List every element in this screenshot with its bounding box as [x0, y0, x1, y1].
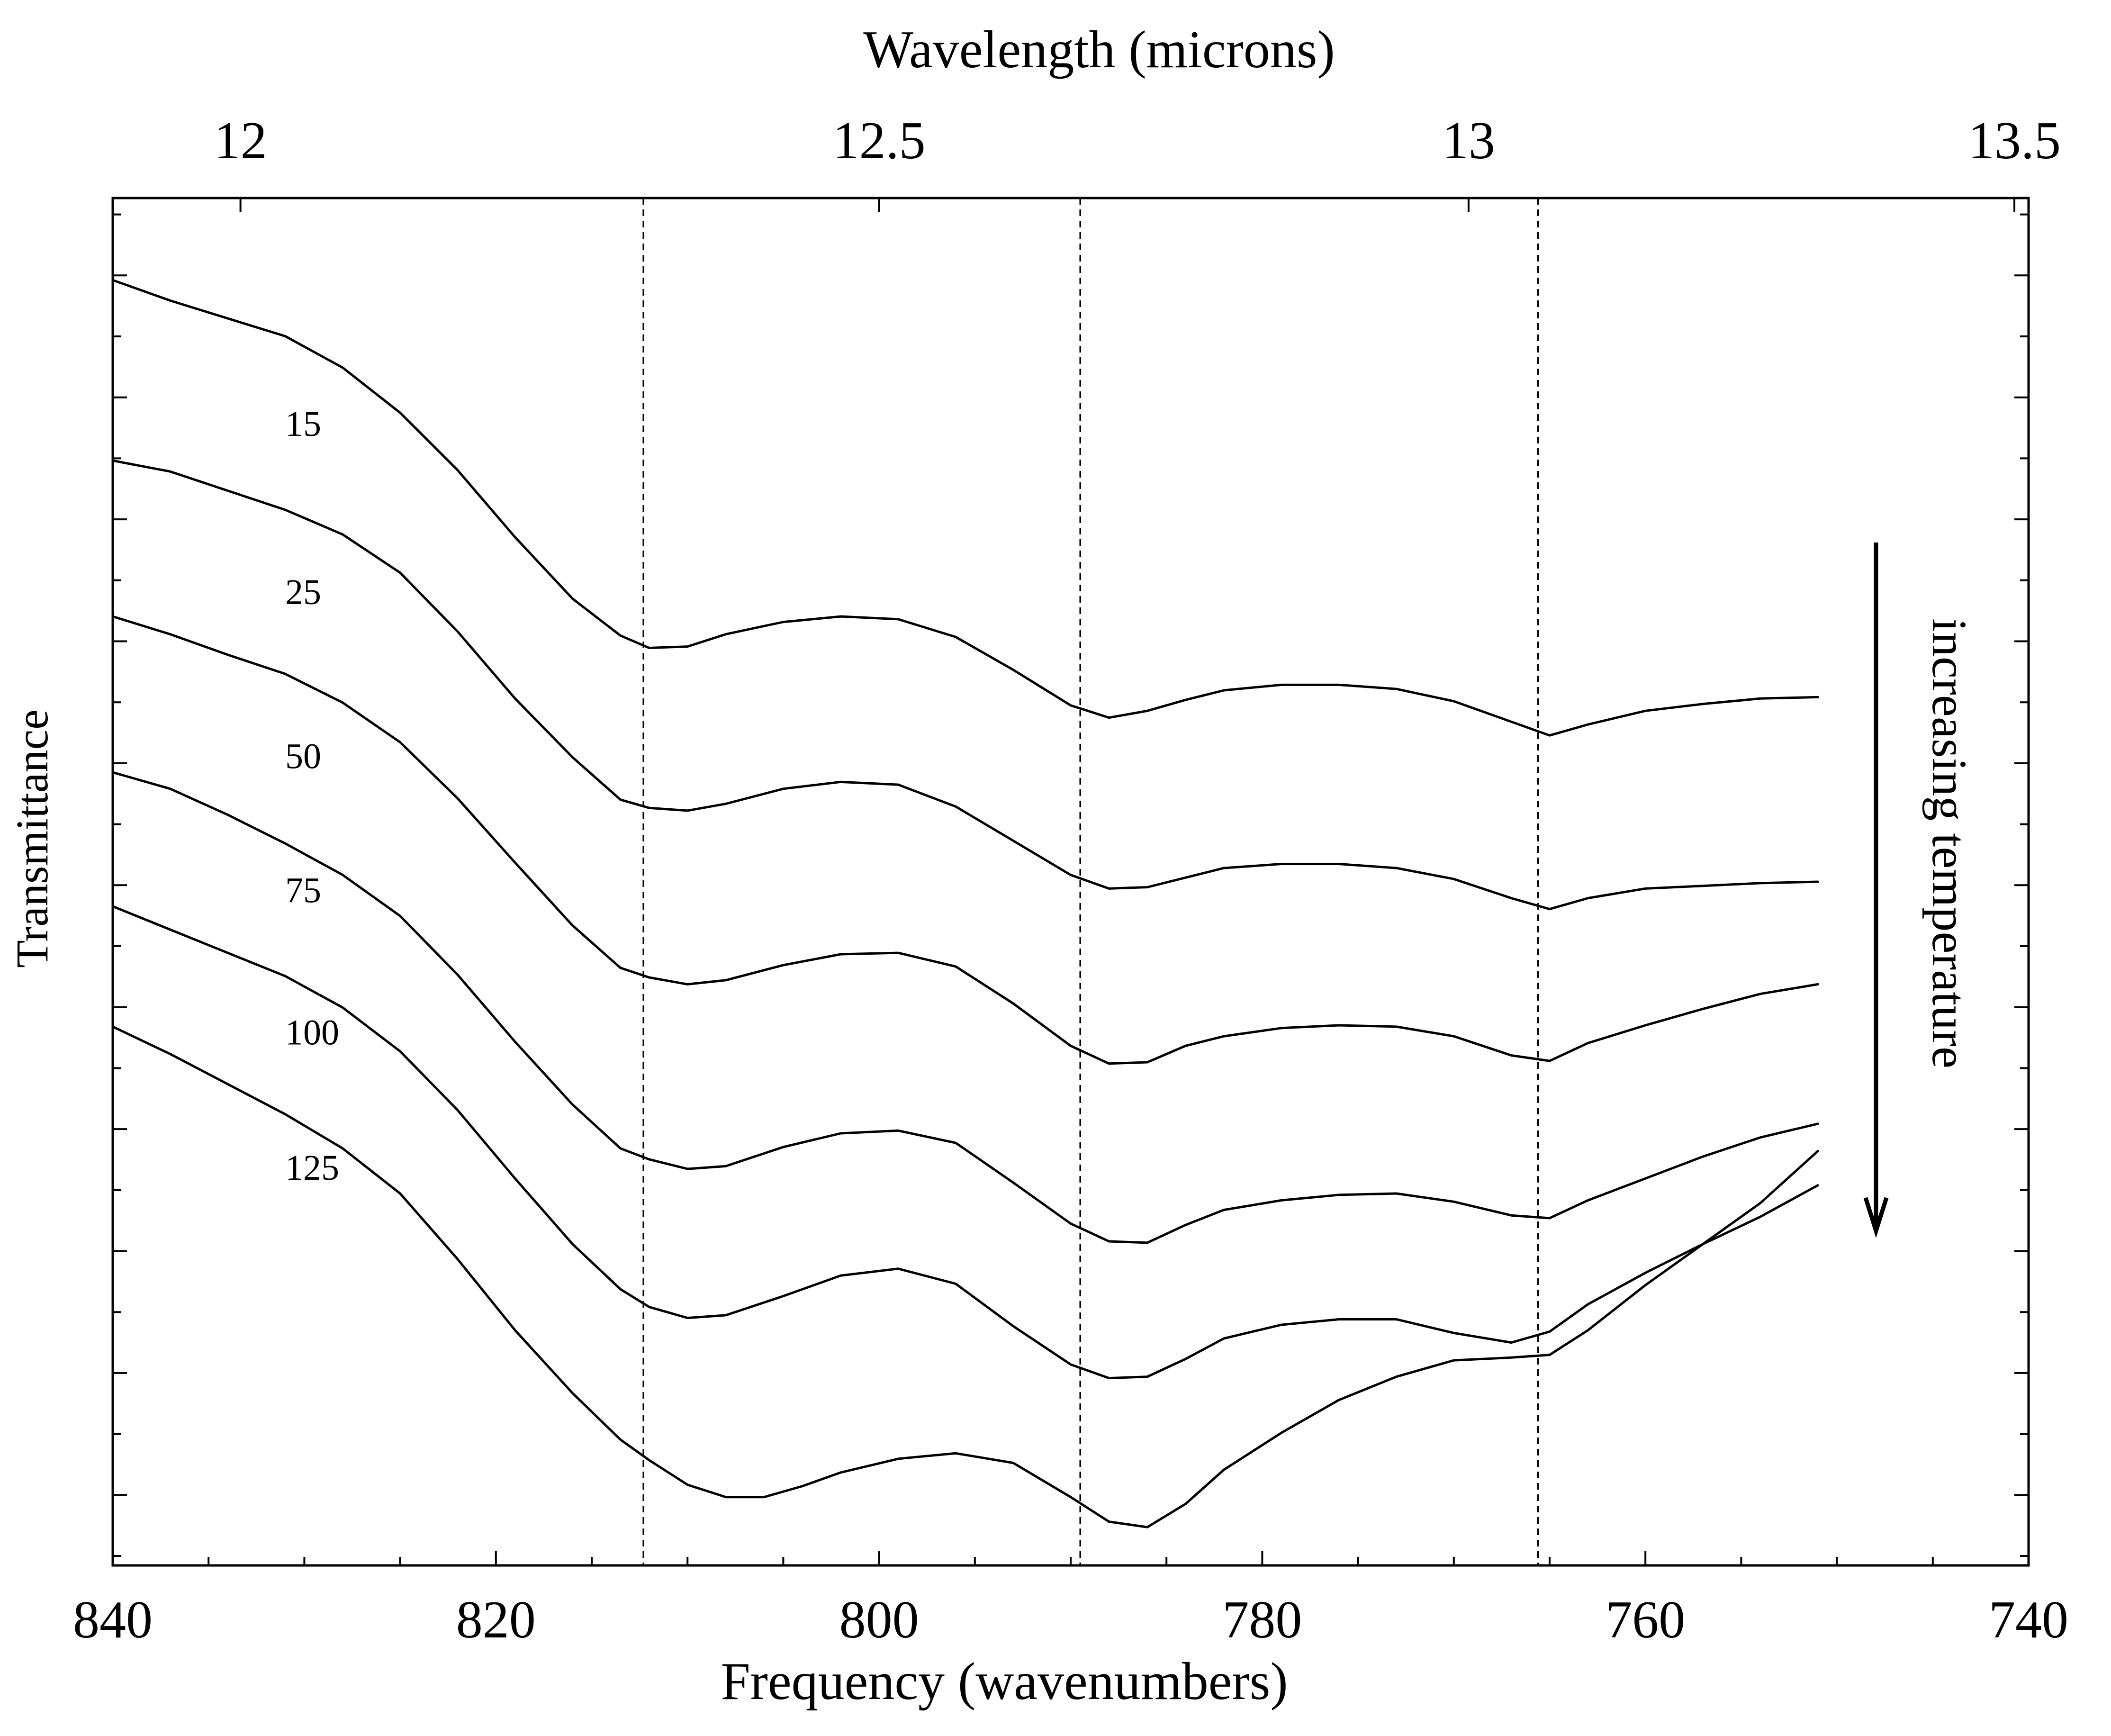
series-line-100	[111, 905, 1819, 1380]
series-line-50	[111, 615, 1819, 1065]
x2-axis-tick-labels: 12 12.5 13 13.5	[214, 111, 2061, 170]
x-tick-label-800: 800	[839, 1591, 919, 1649]
x2-tick-label-12.5: 12.5	[833, 111, 926, 170]
x-tick-label-820: 820	[456, 1591, 536, 1649]
axis-ticks	[112, 198, 2030, 1565]
x2-axis-label: Wavelength (microns)	[863, 20, 1335, 79]
x-tick-label-780: 780	[1222, 1591, 1302, 1649]
y-axis-label: Transmittance	[7, 709, 57, 968]
plot-frame	[111, 197, 2030, 1567]
series-label-50: 50	[285, 736, 321, 776]
series-label-100: 100	[285, 1013, 339, 1052]
x-tick-label-760: 760	[1606, 1591, 1685, 1649]
x2-tick-label-13: 13	[1442, 111, 1495, 170]
series-label-125: 125	[285, 1148, 339, 1188]
x2-tick-label-13.5: 13.5	[1968, 111, 2061, 170]
series-label-15: 15	[285, 404, 321, 444]
series-label-25: 25	[285, 572, 321, 612]
reference-lines	[642, 198, 1539, 1565]
x-tick-label-740: 740	[1989, 1591, 2068, 1649]
temperature-annotation: increasing temperature	[1863, 542, 1976, 1239]
series-line-25	[111, 459, 1819, 911]
series-line-75	[111, 771, 1819, 1244]
x-axis-tick-labels: 840 820 800 780 760 740	[73, 1591, 2068, 1649]
series-line-15	[111, 279, 1819, 737]
series-line-125	[111, 1025, 1819, 1528]
series-group	[111, 279, 1819, 1528]
x-axis-label: Frequency (wavenumbers)	[721, 1652, 1288, 1711]
series-label-75: 75	[285, 870, 321, 910]
series-labels: 15 25 50 75 100 125	[285, 404, 339, 1188]
x-tick-label-840: 840	[73, 1591, 153, 1649]
annotation-text: increasing temperature	[1922, 618, 1976, 1068]
annotation-arrow-head	[1863, 1197, 1889, 1239]
x2-tick-label-12: 12	[214, 111, 267, 170]
